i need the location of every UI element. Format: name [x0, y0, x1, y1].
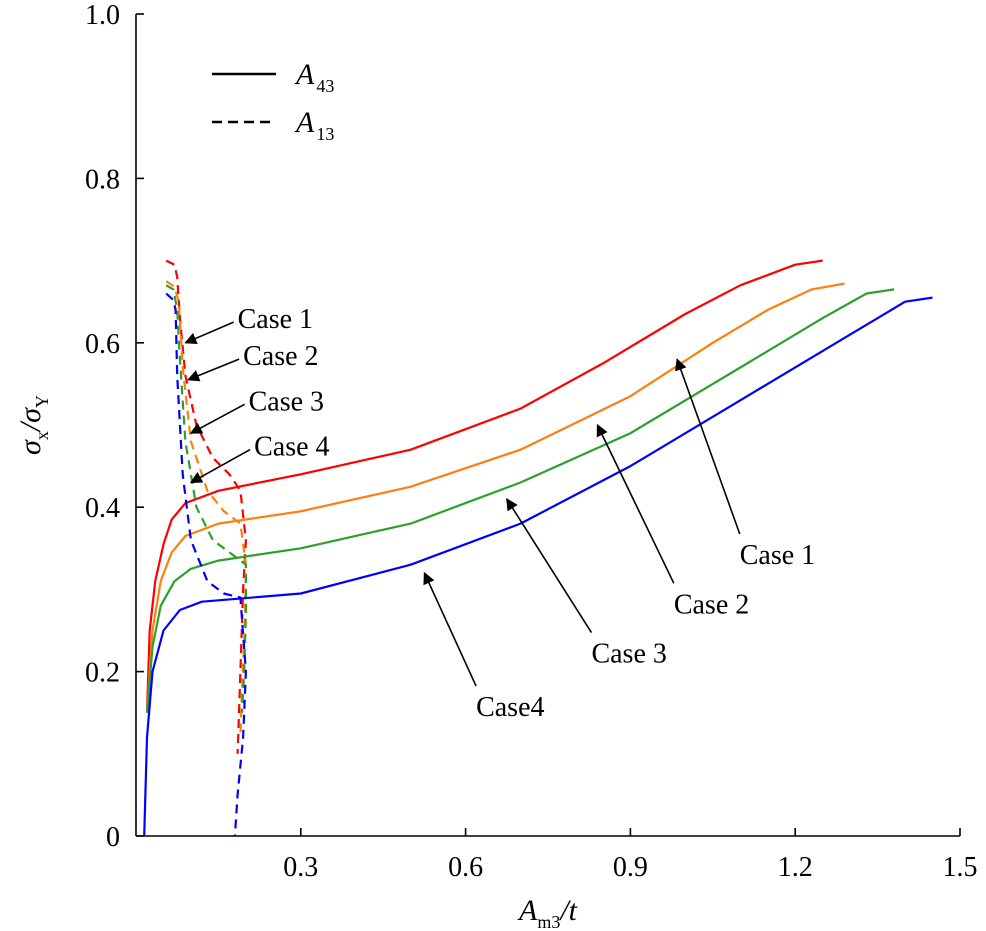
y-axis-label-subscript: Y — [32, 395, 52, 408]
y-tick-label: 0.8 — [85, 164, 120, 195]
y-tick-label: 0.4 — [85, 493, 120, 524]
annotation-label: Case 2 — [674, 589, 749, 620]
series-line-a13-case-1 — [165, 259, 247, 754]
legend-label: A 13 — [294, 106, 334, 144]
x-axis-label: Am3/t — [517, 894, 578, 931]
series-line-a43-case-2 — [145, 282, 845, 713]
annotation-arrow — [187, 358, 240, 382]
annotation-arrow — [506, 497, 593, 634]
y-tick-label: 0.2 — [85, 658, 120, 689]
series-line-a13-case-4 — [165, 292, 247, 837]
y-axis-label-group: σx/σY — [14, 395, 52, 455]
annotation-label: Case 1 — [740, 540, 815, 571]
legend-label: A 43 — [294, 58, 334, 96]
annotation-label: Case 3 — [591, 639, 666, 670]
legend-label-subscript: 43 — [316, 76, 334, 96]
series-line-a13-case-3 — [165, 284, 247, 713]
series-line-a43-case-4 — [143, 296, 933, 837]
series-line-a13-case-2 — [165, 280, 247, 738]
annotation-arrow — [184, 321, 234, 345]
x-tick-label: 1.5 — [943, 852, 978, 883]
x-tick-label: 0.3 — [283, 852, 318, 883]
y-axis-label-subscript: x — [32, 431, 52, 440]
x-tick-label: 1.2 — [778, 852, 813, 883]
annotations-layer: Case 1 Case 2 Case 3 Case 4 Case 1 Case 2 Case… — [184, 304, 815, 723]
y-axis-label-slash: /σ — [14, 407, 47, 433]
annotation-arrow — [189, 448, 251, 484]
y-axis-label: σx/σY — [14, 395, 52, 455]
y-tick-label: 1.0 — [85, 0, 120, 31]
x-tick-label: 0.9 — [613, 852, 648, 883]
annotation-label: Case 1 — [238, 304, 313, 335]
annotation-label: Case 2 — [243, 341, 318, 372]
series-layer — [143, 259, 933, 837]
axes: 0 0.2 0.4 0.6 0.8 1.0 0.3 0.6 0.9 1.2 1.5 — [85, 0, 978, 883]
x-axis-label-subscript: m3 — [537, 912, 560, 931]
annotation-arrow — [596, 423, 675, 584]
y-tick-label: 0 — [106, 822, 120, 853]
legend-label-subscript: 13 — [316, 124, 334, 144]
annotation-label: Case 4 — [254, 432, 329, 463]
series-line-a43-case-3 — [145, 288, 895, 713]
series-line-a43-case-1 — [145, 259, 823, 713]
annotation-label: Case 3 — [249, 386, 324, 417]
x-tick-label: 0.6 — [448, 852, 483, 883]
y-tick-label: 0.6 — [85, 329, 120, 360]
annotation-label: Case4 — [476, 692, 544, 723]
annotation-arrow — [189, 403, 245, 434]
x-axis-label-rest: /t — [558, 894, 577, 927]
legend: A 43 A 13 — [212, 58, 334, 144]
annotation-arrow — [675, 358, 741, 535]
annotation-arrow — [423, 571, 477, 687]
